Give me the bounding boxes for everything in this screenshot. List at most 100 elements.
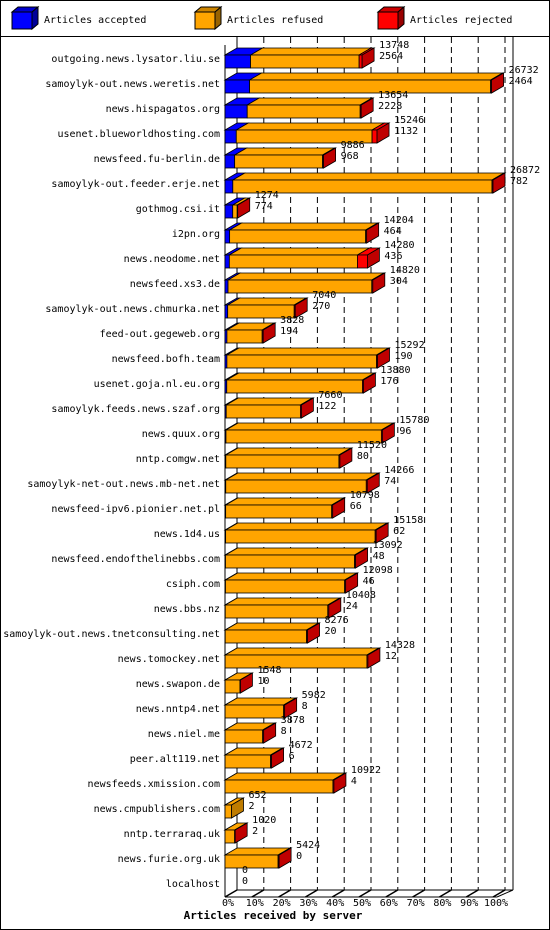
- bar: [224, 779, 334, 794]
- bar-top: [224, 497, 346, 506]
- x-axis-title: Articles received by server: [184, 909, 363, 922]
- total-label: 10798: [350, 490, 380, 501]
- bar-side: [284, 697, 298, 719]
- total-label: 9886: [341, 140, 365, 151]
- bar: [224, 304, 229, 319]
- accepted-label: 122: [318, 401, 336, 412]
- accepted-label: 24: [346, 601, 358, 612]
- total-label: 8276: [325, 615, 349, 626]
- bar-side: [263, 722, 277, 744]
- accepted-label: 48: [373, 551, 385, 562]
- bar: [224, 804, 232, 819]
- total-label: 14820: [390, 265, 420, 276]
- y-tick-label: news.swapon.de: [136, 679, 220, 690]
- bar-side: [323, 147, 336, 169]
- y-tick-label: peer.alt119.net: [130, 754, 220, 765]
- y-tick-label: samoylyk-out.news.tnetconsulting.net: [3, 629, 220, 640]
- bar-top: [224, 522, 389, 531]
- bar-side: [360, 97, 374, 119]
- bar: [224, 204, 234, 219]
- bar: [225, 404, 301, 419]
- bar-top: [224, 447, 353, 456]
- bar: [225, 504, 333, 519]
- accepted-label: 176: [380, 376, 398, 387]
- accepted-label: 62: [393, 526, 405, 537]
- total-label: 11520: [357, 440, 387, 451]
- y-tick-label: newsfeeds.xmission.com: [88, 779, 220, 790]
- total-label: 15780: [399, 415, 429, 426]
- y-tick-label: samoylyk-out.news.chmurka.net: [45, 304, 220, 315]
- total-label: 13092: [373, 540, 403, 551]
- accepted-label: 96: [399, 426, 411, 437]
- total-label: 14280: [384, 240, 414, 251]
- y-tick-label: samoylyk-net-out.news.mb-net.net: [27, 479, 220, 490]
- bar: [357, 254, 368, 269]
- tick-mark: [305, 889, 318, 898]
- bar-side: [375, 522, 389, 544]
- bar: [246, 104, 361, 119]
- bar-side: [332, 497, 346, 519]
- bar-top: [226, 297, 308, 306]
- bar: [224, 704, 285, 719]
- y-tick-label: i2pn.org: [172, 229, 220, 240]
- bar-side: [307, 622, 320, 644]
- bar-side: [492, 172, 506, 194]
- total-label: 1548: [257, 665, 281, 676]
- y-tick-label: newsfeed-ipv6.pionier.net.pl: [51, 504, 220, 515]
- total-label: 652: [249, 790, 267, 801]
- legend-label: Articles refused: [227, 15, 323, 26]
- total-label: 13748: [379, 40, 409, 51]
- y-tick-label: outgoing.news.lysator.liu.se: [51, 54, 220, 65]
- total-label: 26872: [510, 165, 540, 176]
- x-tick-label: 0%: [222, 898, 234, 909]
- bar-top: [223, 772, 347, 781]
- legend-swatch: [377, 11, 399, 30]
- accepted-label: 2228: [378, 101, 402, 112]
- y-tick-label: news.tomockey.net: [118, 654, 220, 665]
- bar-side: [377, 347, 390, 369]
- accepted-label: 774: [255, 201, 273, 212]
- accepted-label: 74: [384, 476, 396, 487]
- bar: [229, 229, 367, 244]
- bar: [225, 529, 376, 544]
- accepted-label: 194: [280, 326, 298, 337]
- bar-top: [223, 622, 321, 631]
- y-tick-label: newsfeed.endofthelinebbs.com: [51, 554, 220, 565]
- y-tick-label: news.1d4.us: [154, 529, 220, 540]
- accepted-label: 2: [249, 801, 255, 812]
- y-tick-label: nntp.comgw.net: [136, 454, 220, 465]
- accepted-label: 2: [252, 826, 258, 837]
- tick-mark: [412, 889, 425, 898]
- total-label: 5424: [296, 840, 320, 851]
- y-tick-label: feed-out.gegeweb.org: [100, 329, 220, 340]
- bar-top: [224, 397, 314, 406]
- bar-side: [237, 197, 251, 219]
- y-tick-label: usenet.goja.nl.eu.org: [94, 379, 220, 390]
- bar: [224, 129, 237, 144]
- bar-side: [294, 297, 308, 319]
- bar-side: [376, 122, 390, 144]
- bar: [224, 279, 229, 294]
- total-label: 15246: [394, 115, 424, 126]
- bar-top: [245, 97, 374, 106]
- bar-side: [333, 772, 347, 794]
- bar-side: [278, 847, 292, 869]
- tick-mark: [492, 889, 506, 898]
- bar-top: [225, 347, 390, 356]
- tick-mark: [251, 889, 265, 898]
- y-tick-label: newsfeed.fu-berlin.de: [94, 154, 220, 165]
- bar-top: [224, 422, 395, 431]
- tick-mark: [385, 889, 399, 898]
- accepted-label: 20: [325, 626, 337, 637]
- total-label: 14266: [384, 465, 414, 476]
- y-tick-label: csiph.com: [166, 579, 220, 590]
- x-tick-label: 100%: [484, 898, 508, 909]
- tick-mark: [465, 889, 479, 898]
- x-tick-label: 20%: [273, 898, 291, 909]
- accepted-label: 8: [281, 726, 287, 737]
- bar: [224, 154, 236, 169]
- bar-side: [381, 422, 395, 444]
- axis-line: [496, 889, 514, 898]
- bar-top: [249, 47, 373, 56]
